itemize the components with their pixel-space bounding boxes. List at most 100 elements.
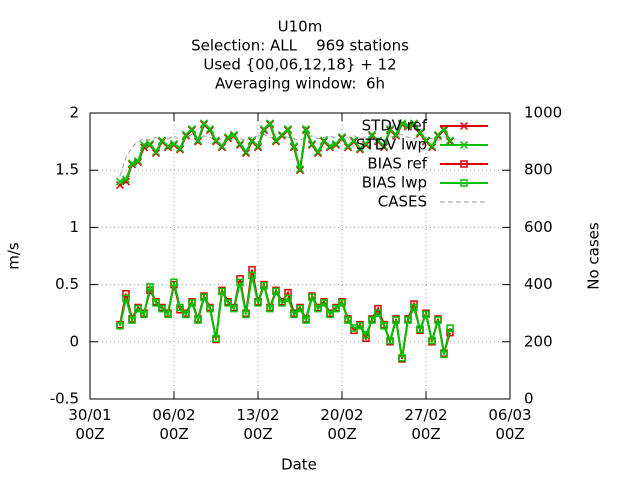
legend-label: BIAS ref [367, 155, 427, 173]
data-point [428, 336, 436, 345]
data-point [314, 304, 322, 313]
data-point [127, 159, 137, 168]
data-point [134, 304, 142, 313]
data-point [115, 177, 125, 186]
data-point [122, 290, 130, 298]
data-point [331, 139, 341, 148]
data-point [169, 139, 179, 148]
x-tick-label: 06/03 00Z [488, 406, 532, 443]
data-point [146, 283, 154, 291]
data-point [289, 142, 299, 151]
data-point [175, 144, 185, 153]
data-point [224, 299, 232, 307]
data-point [409, 119, 419, 128]
data-point [271, 136, 281, 145]
data-point [344, 316, 352, 324]
data-point [236, 278, 244, 287]
data-point [313, 147, 323, 156]
legend-label: BIAS lwp [362, 174, 427, 192]
data-point [356, 322, 364, 330]
data-point [307, 139, 317, 148]
chart-subtitle: Averaging window: 6h [215, 75, 385, 93]
data-point [440, 350, 448, 359]
data-point [386, 336, 394, 345]
data-point [259, 124, 269, 134]
data-point [205, 124, 215, 134]
y2-tick-label: 400 [524, 275, 553, 293]
data-point [446, 324, 454, 332]
data-point [187, 124, 197, 134]
data-point [337, 132, 347, 142]
data-point [116, 322, 124, 330]
data-point [445, 136, 455, 145]
data-point [278, 299, 286, 307]
data-point [157, 136, 167, 145]
data-point [272, 287, 280, 296]
data-point [368, 316, 376, 324]
y-tick-label: -0.5 [50, 390, 79, 408]
data-point [265, 119, 275, 128]
data-point [320, 299, 328, 307]
y-axis-label: m/s [5, 242, 23, 270]
legend-label: STDV ref [362, 117, 428, 135]
data-point [200, 293, 208, 301]
x-tick-label: 20/02 00Z [320, 406, 364, 443]
y-tick-label: 2 [69, 104, 79, 122]
data-point [410, 303, 418, 312]
data-point [121, 175, 131, 184]
data-point [421, 136, 431, 145]
data-point [217, 142, 227, 151]
data-point [158, 304, 166, 313]
data-point [206, 304, 214, 313]
data-point [332, 304, 340, 313]
data-point [398, 354, 406, 362]
y-tick-label: 0.5 [55, 275, 79, 293]
data-point [392, 316, 400, 324]
y-tick-label: 1.5 [55, 161, 79, 179]
data-point [152, 299, 160, 307]
data-point [301, 124, 311, 134]
data-point [427, 142, 437, 151]
x-tick-label: 27/02 00Z [404, 406, 448, 443]
chart-subtitle: Used {00,06,12,18} + 12 [203, 56, 396, 74]
x-tick-label: 06/02 00Z [152, 406, 196, 443]
data-point [379, 142, 389, 151]
data-point [145, 139, 155, 148]
chart-title: U10m [278, 18, 323, 36]
legend-marker [459, 140, 469, 150]
data-point [296, 304, 304, 313]
data-point [133, 157, 143, 166]
data-point [212, 334, 220, 343]
data-point [254, 299, 262, 307]
legend-marker [459, 121, 469, 131]
data-point [163, 142, 173, 151]
y2-tick-label: 800 [524, 161, 553, 179]
plot-border [89, 112, 511, 400]
data-point [295, 165, 305, 174]
data-point [194, 316, 202, 324]
data-point [188, 299, 196, 307]
data-point [241, 147, 251, 156]
data-point [242, 310, 250, 319]
legend-marker [460, 160, 468, 168]
data-point [164, 310, 172, 319]
data-point [277, 130, 287, 139]
data-point [374, 309, 382, 317]
data-point [362, 331, 370, 339]
data-point [181, 130, 191, 139]
data-point [349, 136, 359, 145]
data-point [434, 316, 442, 324]
data-point [218, 287, 226, 296]
y2-tick-label: 1000 [524, 104, 562, 122]
data-point [361, 139, 371, 148]
data-point [170, 278, 178, 287]
data-point [139, 141, 149, 150]
x-axis-label: Date [281, 456, 317, 474]
y-tick-label: 1 [69, 218, 79, 236]
data-point [266, 304, 274, 313]
data-point [253, 142, 263, 151]
data-point [433, 130, 443, 139]
x-tick-label: 13/02 00Z [236, 406, 280, 443]
data-point [373, 136, 383, 145]
data-point [338, 299, 346, 307]
